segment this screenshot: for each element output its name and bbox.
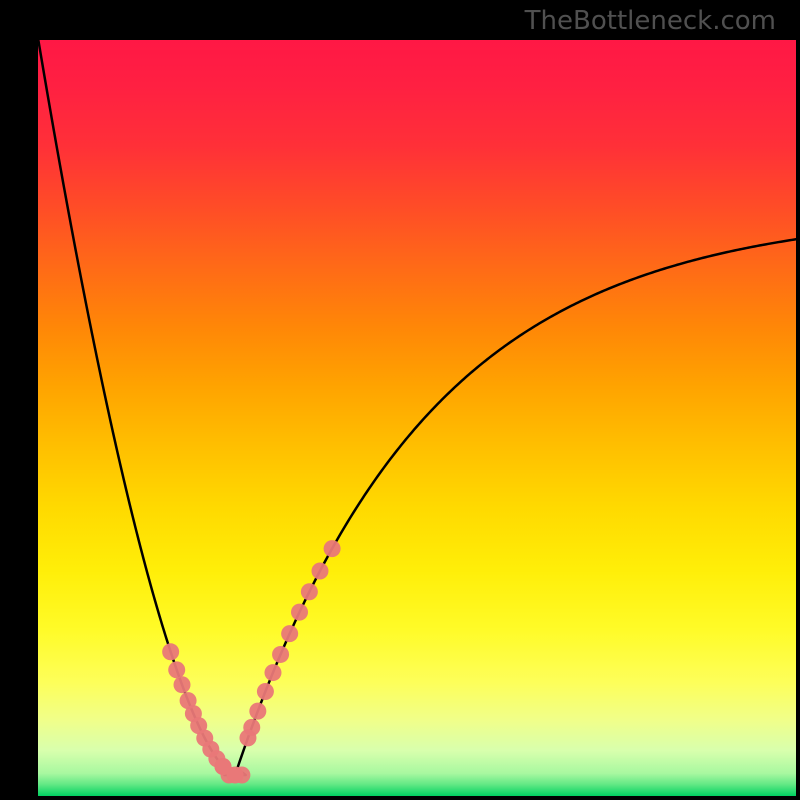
data-marker	[264, 664, 281, 681]
data-marker	[291, 604, 308, 621]
data-marker	[168, 661, 185, 678]
data-marker	[301, 583, 318, 600]
bottleneck-curve-plot	[38, 40, 796, 796]
gradient-background	[38, 40, 796, 796]
data-marker	[162, 643, 179, 660]
data-marker	[281, 625, 298, 642]
data-marker	[272, 646, 289, 663]
data-marker	[257, 683, 274, 700]
data-marker	[174, 676, 191, 693]
watermark-text: TheBottleneck.com	[525, 6, 776, 36]
data-marker	[249, 703, 266, 720]
data-marker	[233, 767, 250, 784]
data-marker	[324, 540, 341, 557]
data-marker	[243, 719, 260, 736]
chart-container: TheBottleneck.com	[0, 0, 800, 800]
data-marker	[311, 562, 328, 579]
